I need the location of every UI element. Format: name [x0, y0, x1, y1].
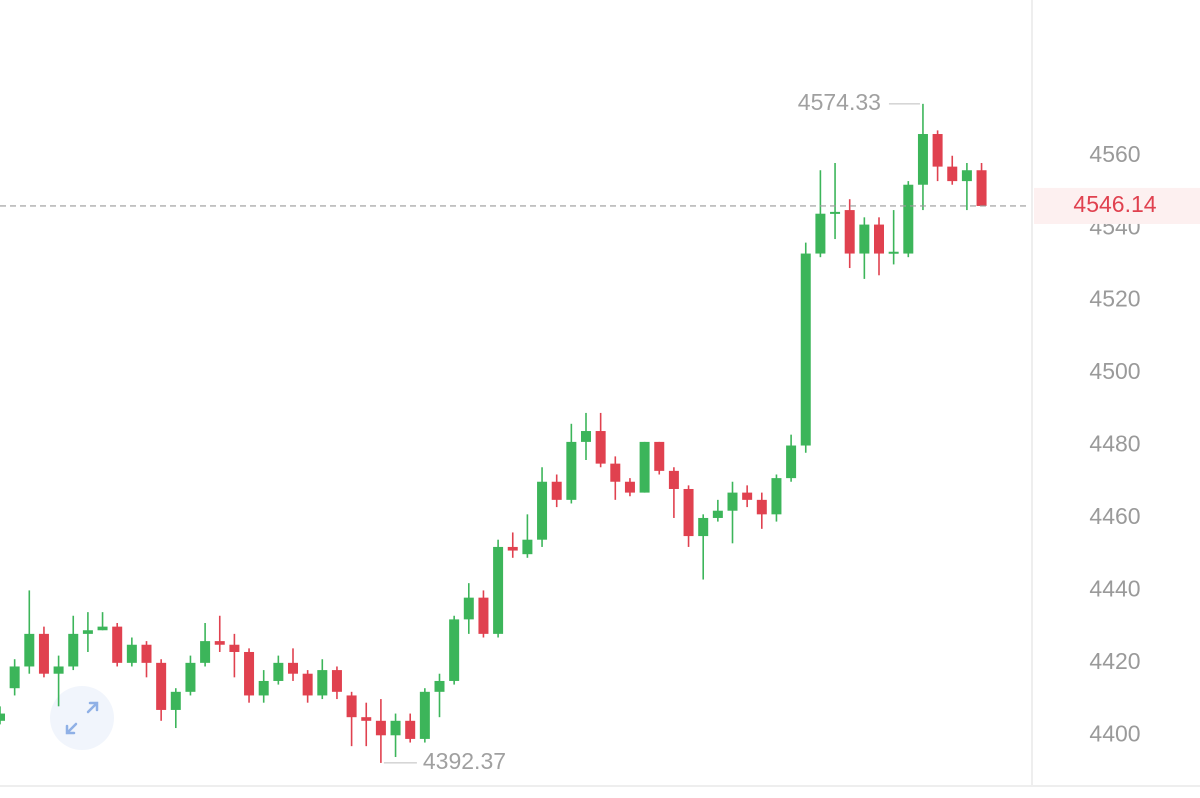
- current-price-label: 4546.14: [1073, 191, 1156, 217]
- candle-body: [0, 713, 5, 721]
- candle-body: [156, 662, 167, 710]
- candle-body: [566, 441, 577, 500]
- candle-body: [932, 134, 943, 167]
- candle-body: [68, 633, 79, 667]
- candle-body: [507, 546, 518, 551]
- candle-body: [170, 691, 181, 710]
- candle-body: [449, 619, 460, 681]
- candle-body: [961, 170, 972, 182]
- candle-body: [786, 445, 797, 479]
- candle-body: [24, 633, 35, 667]
- candle-body: [624, 481, 635, 493]
- candle-body: [698, 517, 709, 537]
- candle-body: [522, 539, 533, 555]
- candle-body: [53, 666, 64, 674]
- candle-body: [683, 488, 694, 537]
- current-price-box: [1034, 187, 1200, 224]
- candle-body: [258, 680, 269, 696]
- candle-body: [639, 441, 650, 493]
- y-tick-label: 4500: [1089, 358, 1140, 384]
- candle-body: [551, 481, 562, 500]
- candle-body: [976, 170, 987, 206]
- candle-body: [581, 431, 591, 442]
- candle-body: [537, 481, 548, 540]
- candle-body: [947, 166, 958, 182]
- candle-body: [405, 720, 416, 739]
- low-label: 4392.37: [423, 748, 506, 774]
- candle-body: [82, 630, 93, 634]
- candle-body: [141, 644, 152, 663]
- candle-body: [874, 224, 884, 254]
- candle-body: [419, 691, 430, 739]
- candle-body: [375, 720, 386, 736]
- candle-body: [331, 670, 342, 692]
- candle-body: [742, 492, 753, 500]
- candle-body: [317, 670, 328, 696]
- candle-body: [112, 626, 123, 663]
- candle-body: [493, 546, 504, 634]
- candle-body: [668, 470, 679, 489]
- candle-body: [595, 431, 606, 464]
- candle-body: [463, 597, 474, 620]
- candle-body: [229, 644, 240, 652]
- candle-body: [917, 134, 928, 185]
- y-tick-label: 4520: [1089, 286, 1140, 312]
- candle-body: [214, 641, 225, 645]
- expand-button[interactable]: [50, 686, 114, 750]
- expand-icon[interactable]: [65, 701, 99, 735]
- y-tick-label: 4480: [1089, 431, 1140, 457]
- candle-body: [844, 210, 855, 254]
- candle-body: [478, 597, 489, 634]
- candle-body: [273, 662, 284, 681]
- y-tick-label: 4560: [1089, 141, 1140, 167]
- candle-body: [610, 463, 621, 482]
- candle-body: [712, 510, 723, 518]
- candle-body: [390, 720, 401, 736]
- y-tick-label: 4400: [1089, 720, 1140, 746]
- candle-body: [38, 633, 49, 674]
- candle-body: [346, 695, 357, 718]
- candle-body: [200, 641, 211, 663]
- candle-body: [97, 626, 108, 631]
- high-label: 4574.33: [798, 89, 881, 115]
- candle-body: [815, 213, 826, 254]
- candle-body: [288, 662, 298, 674]
- candle-body: [830, 211, 841, 214]
- expand-button-bg[interactable]: [50, 686, 114, 750]
- y-tick-label: 4460: [1089, 503, 1140, 529]
- candle-body: [126, 644, 137, 663]
- y-tick-label: 4440: [1089, 575, 1140, 601]
- candle-body: [434, 680, 445, 692]
- candle-body: [800, 253, 811, 446]
- y-tick-label: 4420: [1089, 648, 1140, 674]
- candle-body: [771, 478, 782, 515]
- candle-body: [244, 651, 255, 696]
- candle-body: [361, 717, 372, 721]
- candle-body: [727, 492, 738, 511]
- candle-body: [888, 251, 899, 254]
- candle-body: [756, 499, 767, 515]
- candle-body: [654, 441, 665, 471]
- candle-body: [302, 673, 313, 696]
- candle-body: [9, 666, 20, 689]
- candle-body: [903, 184, 914, 254]
- candle-body: [185, 662, 196, 692]
- candle-body: [859, 224, 870, 254]
